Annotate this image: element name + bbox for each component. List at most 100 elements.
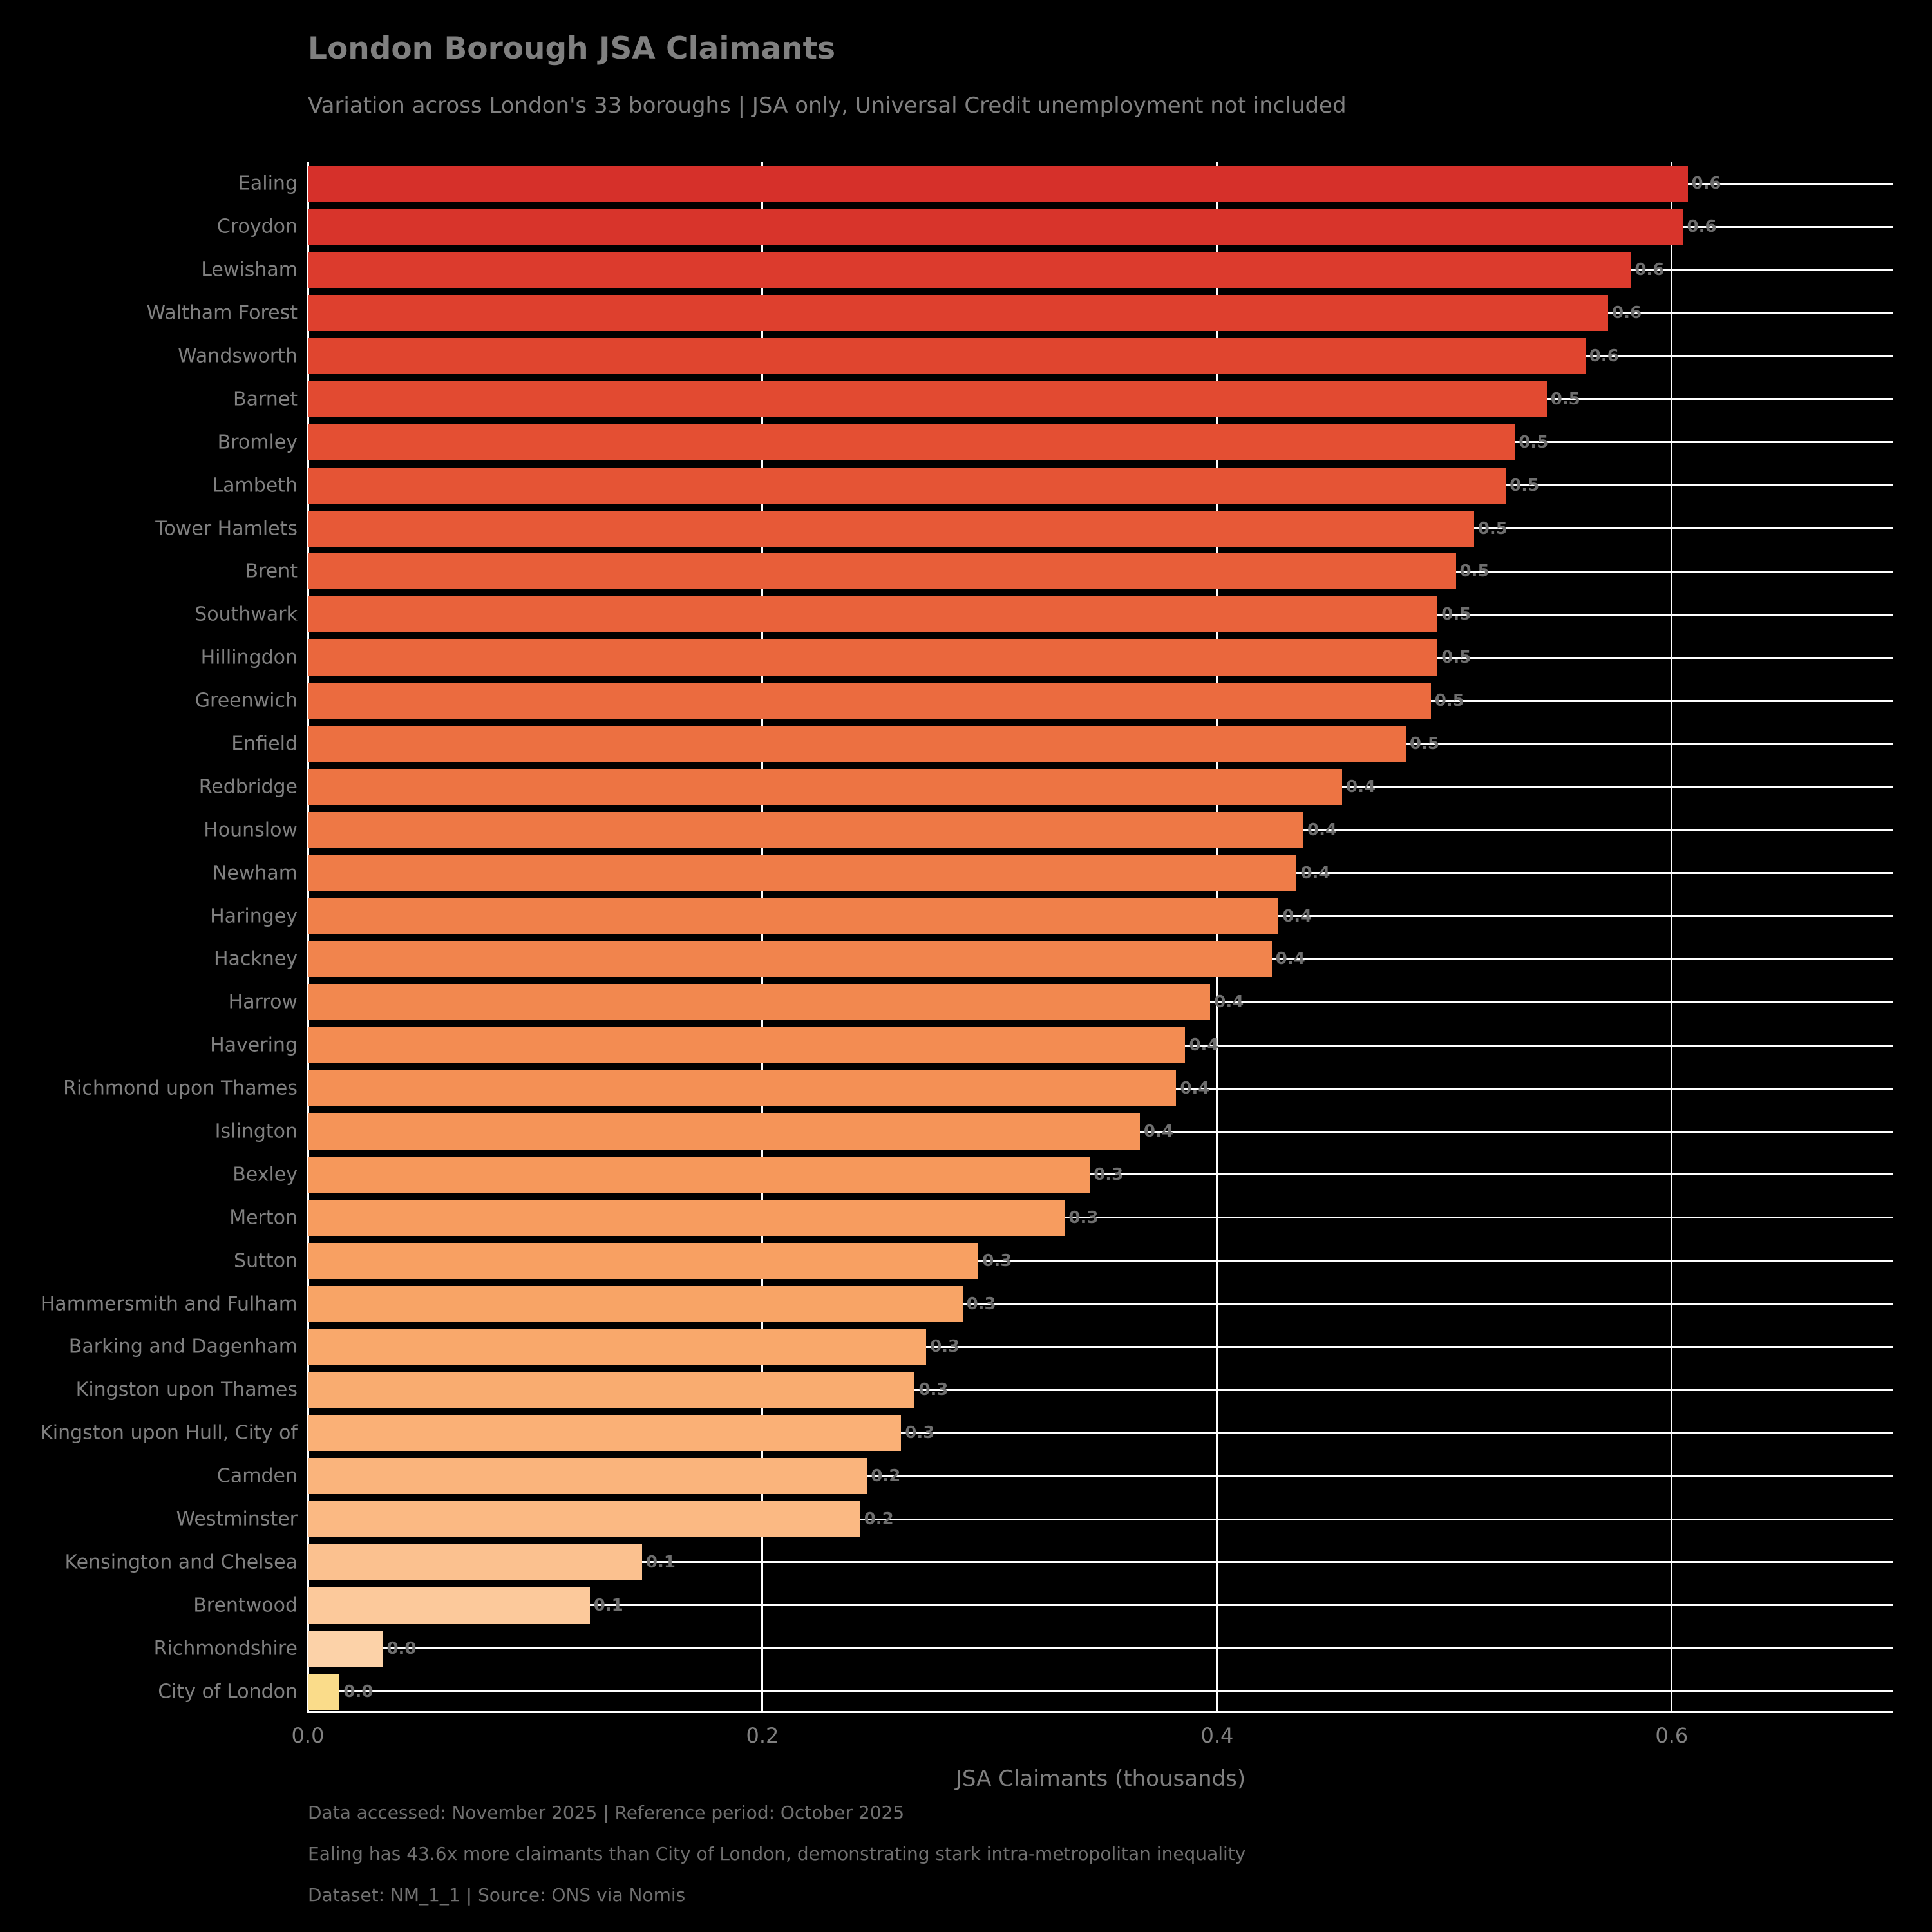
bar-row[interactable]: 0.0 [308,1673,1893,1710]
bar-value-label: 0.4 [1189,1036,1219,1056]
bar-row[interactable]: 0.5 [308,683,1893,719]
bar-row[interactable]: 0.3 [308,1242,1893,1279]
bar[interactable] [308,1113,1140,1150]
x-tick-label: 0.2 [746,1723,779,1748]
bar[interactable] [308,596,1438,633]
bar-value-label: 0.5 [1510,475,1540,495]
bar-row[interactable]: 0.3 [308,1415,1893,1452]
bar[interactable] [308,1501,860,1537]
bar[interactable] [308,338,1586,374]
y-gridline [308,1647,1893,1650]
bar-row[interactable]: 0.5 [308,596,1893,633]
bar[interactable] [308,209,1683,245]
bar[interactable] [308,381,1547,417]
bar-value-label: 0.4 [1282,906,1312,926]
y-tick-label: Richmondshire [153,1637,298,1660]
bar[interactable] [308,1587,590,1624]
bar-row[interactable]: 0.0 [308,1630,1893,1667]
bar[interactable] [308,768,1343,805]
bar-row[interactable]: 0.4 [308,855,1893,891]
y-tick-label: City of London [158,1680,298,1703]
y-tick-label: Hounslow [204,819,298,842]
bar[interactable] [308,166,1688,202]
bar[interactable] [308,1070,1177,1107]
bar-value-label: 0.3 [982,1251,1012,1271]
bar-row[interactable]: 0.6 [308,252,1893,289]
bar-row[interactable]: 0.4 [308,1113,1893,1150]
bar[interactable] [308,553,1456,590]
bar[interactable] [308,510,1474,547]
x-tick-label: 0.6 [1655,1723,1689,1748]
bar-value-label: 0.5 [1519,432,1549,452]
bar-row[interactable]: 0.3 [308,1156,1893,1193]
bar[interactable] [308,941,1272,978]
bar-value-label: 0.4 [1214,992,1244,1012]
bar[interactable] [308,1156,1090,1193]
bar-value-label: 0.1 [645,1552,676,1572]
bar-row[interactable]: 0.2 [308,1501,1893,1537]
bar-row[interactable]: 0.4 [308,984,1893,1021]
y-gridline [308,1475,1893,1477]
bar[interactable] [308,295,1609,332]
bar[interactable] [308,984,1211,1021]
bar-row[interactable]: 0.6 [308,209,1893,245]
bar[interactable] [308,1415,902,1452]
y-tick-label: Newham [212,862,298,885]
bar-row[interactable]: 0.4 [308,1027,1893,1064]
bar-row[interactable]: 0.5 [308,381,1893,417]
x-axis-title: JSA Claimants (thousands) [955,1766,1246,1792]
bar-row[interactable]: 0.5 [308,639,1893,676]
bar[interactable] [308,1673,340,1710]
bar[interactable] [308,1199,1065,1236]
bar[interactable] [308,424,1515,460]
bar-row[interactable]: 0.4 [308,1070,1893,1107]
bar-value-label: 0.4 [1180,1079,1210,1099]
bar-row[interactable]: 0.5 [308,467,1893,504]
bar-row[interactable]: 0.6 [308,338,1893,374]
bar-value-label: 0.6 [1634,260,1665,280]
bar-row[interactable]: 0.3 [308,1329,1893,1365]
bar[interactable] [308,811,1304,848]
bar-row[interactable]: 0.6 [308,166,1893,202]
y-tick-label: Redbridge [198,775,298,799]
bar[interactable] [308,726,1406,762]
bar[interactable] [308,683,1431,719]
bar[interactable] [308,252,1631,289]
bar-row[interactable]: 0.4 [308,768,1893,805]
bar-value-label: 0.5 [1459,562,1490,582]
footnote-insight: Ealing has 43.6x more claimants than Cit… [308,1843,1246,1864]
bar[interactable] [308,1372,915,1408]
bar-row[interactable]: 0.5 [308,553,1893,590]
bar[interactable] [308,1242,979,1279]
bar-row[interactable]: 0.4 [308,898,1893,934]
bar[interactable] [308,1630,383,1667]
bar-row[interactable]: 0.5 [308,726,1893,762]
bar[interactable] [308,1544,642,1580]
bar-row[interactable]: 0.4 [308,941,1893,978]
bar[interactable] [308,1285,963,1322]
bar-value-label: 0.4 [1307,820,1338,840]
bar-row[interactable]: 0.5 [308,510,1893,547]
y-tick-label: Kingston upon Thames [75,1378,298,1401]
bar[interactable] [308,467,1506,504]
bar-row[interactable]: 0.3 [308,1199,1893,1236]
bar-value-label: 0.5 [1441,648,1472,668]
bar[interactable] [308,898,1279,934]
bar[interactable] [308,1329,927,1365]
bar[interactable] [308,639,1438,676]
bar-row[interactable]: 0.6 [308,295,1893,332]
y-gridline [308,1690,1893,1693]
bar[interactable] [308,1027,1186,1064]
bar[interactable] [308,1458,867,1495]
x-gridline [1671,162,1673,1713]
bar-row[interactable]: 0.4 [308,811,1893,848]
bar-row[interactable]: 0.1 [308,1544,1893,1580]
bar-row[interactable]: 0.5 [308,424,1893,460]
bar-row[interactable]: 0.1 [308,1587,1893,1624]
bar-row[interactable]: 0.3 [308,1372,1893,1408]
bar-value-label: 0.2 [871,1466,901,1486]
bar[interactable] [308,855,1297,891]
x-gridline [761,162,764,1713]
bar-row[interactable]: 0.2 [308,1458,1893,1495]
bar-row[interactable]: 0.3 [308,1285,1893,1322]
